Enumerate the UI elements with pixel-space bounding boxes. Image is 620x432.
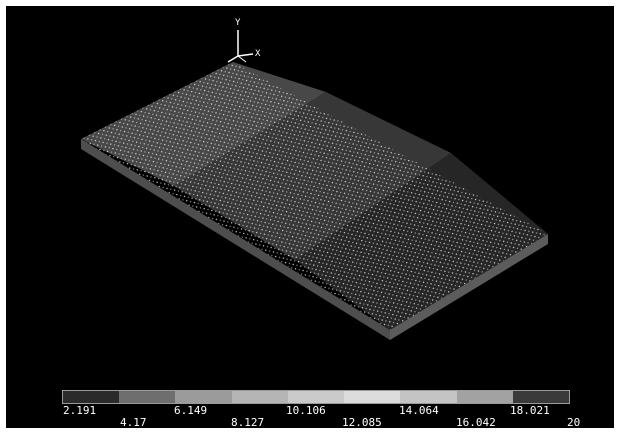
fem-plate-model[interactable] [6,6,614,428]
legend-band-7 [400,391,457,403]
legend-value-1: 2.191 [63,404,97,417]
legend-value-4: 8.127 [231,416,265,428]
legend-value-5: 10.106 [286,404,326,417]
plate-front-face [81,139,390,340]
legend-band-2 [119,391,176,403]
legend-band-4 [231,391,288,403]
legend-value-6: 12.085 [342,416,382,428]
graphics-viewport[interactable]: Y X 2.191 4.17 6.149 8.127 10.106 12.085… [6,6,614,428]
legend-value-7: 14.064 [399,404,439,417]
legend-band-3 [175,391,232,403]
legend-band-1 [63,391,120,403]
axis-triad [227,30,254,63]
legend-value-9: 18.021 [510,404,550,417]
legend-value-10: 20 [567,416,581,428]
legend-band-9 [512,391,569,403]
contour-legend-bar [62,390,570,404]
legend-band-8 [456,391,513,403]
legend-value-8: 16.042 [456,416,496,428]
plate-right-face [390,234,548,340]
legend-value-2: 4.17 [120,416,147,428]
legend-band-6 [344,391,401,403]
x-axis-label: X [255,49,261,59]
mesh-nodes [81,62,548,330]
legend-value-3: 6.149 [174,404,208,417]
y-axis-label: Y [235,18,241,28]
legend-band-5 [287,391,345,403]
